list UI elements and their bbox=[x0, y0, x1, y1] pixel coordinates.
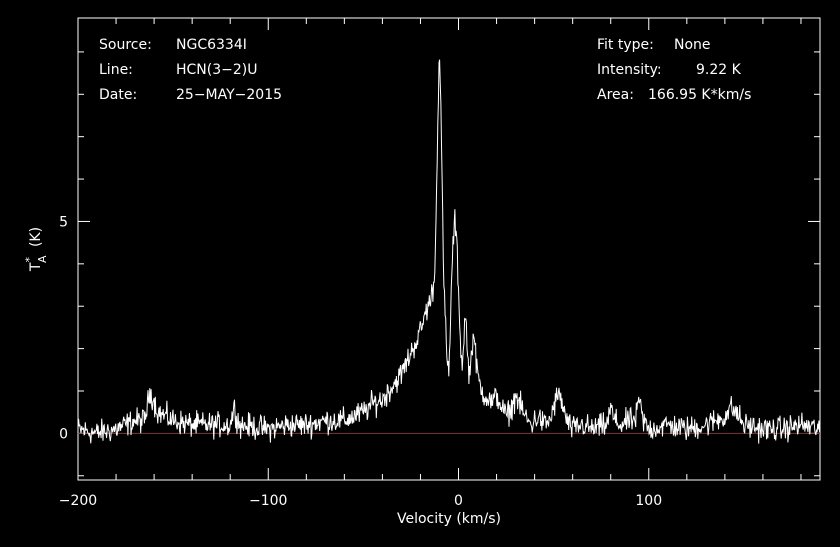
header-intensity-label: Intensity: bbox=[597, 62, 662, 78]
axis-tick-labels: −200 −100 0 100 0 5 bbox=[59, 214, 662, 509]
plot-frame bbox=[77, 17, 821, 481]
header-fit-value: None bbox=[674, 37, 711, 53]
header-fit-label: Fit type: bbox=[597, 37, 654, 53]
x-tick-label: 100 bbox=[635, 493, 662, 509]
header-area-label: Area: bbox=[597, 87, 634, 103]
header-line-value: HCN(3−2)U bbox=[176, 62, 258, 78]
x-axis-label: Velocity (km/s) bbox=[397, 511, 501, 527]
header-date-value: 25−MAY−2015 bbox=[176, 87, 283, 103]
axis-ticks bbox=[77, 18, 820, 480]
header-line-label: Line: bbox=[99, 62, 133, 78]
y-axis-label: T*A (K) bbox=[23, 227, 49, 272]
x-tick-label: −200 bbox=[59, 493, 97, 509]
header-area-value: 166.95 K*km/s bbox=[648, 87, 752, 103]
x-tick-label: −100 bbox=[249, 493, 287, 509]
header-source-value: NGC6334I bbox=[176, 37, 247, 53]
y-tick-label: 0 bbox=[59, 426, 68, 442]
y-tick-label: 5 bbox=[59, 214, 68, 230]
header-source-label: Source: bbox=[99, 37, 152, 53]
header-date-label: Date: bbox=[99, 87, 138, 103]
x-tick-label: 0 bbox=[454, 493, 463, 509]
header-intensity-value: 9.22 K bbox=[696, 62, 741, 78]
spectrum-series-line bbox=[77, 59, 820, 444]
